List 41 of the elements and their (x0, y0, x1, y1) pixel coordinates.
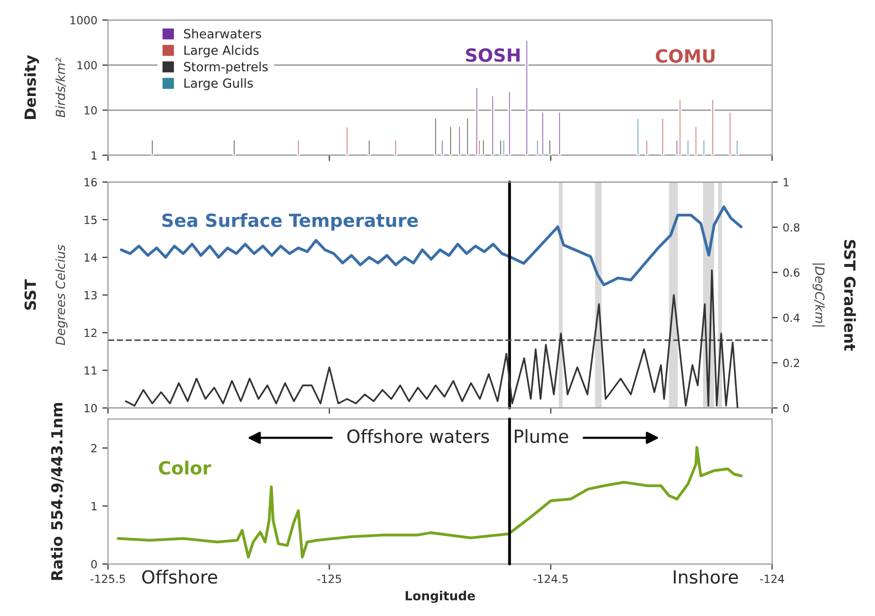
annotation: SOSH (466, 48, 520, 62)
y2-tick-label: 0.8 (783, 223, 800, 232)
annotation: Offshore waters (347, 429, 489, 444)
x-tick-label: -125 (317, 574, 341, 584)
y-tick-label: 14 (84, 253, 97, 262)
y-tick-label: 15 (84, 216, 97, 224)
y-tick-label: 100 (78, 61, 97, 70)
y-tick-label: 11 (84, 366, 97, 375)
legend-label: Shearwaters (184, 28, 262, 38)
y-tick-label: 0 (91, 560, 97, 568)
y-tick-label: 2 (91, 444, 96, 452)
series-label: Sea Surface Temperature (162, 213, 418, 231)
y-axis-title: Ratio 554.9/443.1nm (50, 402, 64, 580)
y2-tick-label: 0.2 (783, 358, 800, 368)
legend-label: Large Gulls (184, 78, 253, 90)
y-tick-label: 13 (84, 290, 97, 300)
y2-tick-label: 0 (783, 404, 789, 412)
y-tick-label: 1 (92, 502, 97, 510)
y-axis-title: Density Birds/km² (24, 55, 66, 119)
text: Offshore (142, 570, 218, 584)
y-tick-label: 1000 (70, 16, 97, 24)
y-tick-label: 12 (84, 328, 96, 337)
x-tick-label: -124 (760, 574, 784, 583)
y2-tick-label: 0.4 (783, 314, 800, 322)
text: Color (158, 460, 212, 475)
text: SST Degrees Celcius (24, 244, 68, 346)
annotation: Plume (514, 429, 568, 444)
legend-label: Storm-petrels (184, 62, 268, 74)
legend-label: Large Alcids (184, 45, 259, 58)
annotation: COMU (656, 49, 715, 63)
x-tick-label: -124.5 (533, 574, 568, 584)
text: SST Gradient |DegC/km| (812, 240, 856, 351)
y-tick-label: 10 (84, 404, 97, 412)
y-tick-label: 1 (92, 151, 97, 160)
y2-tick-label: 0.6 (783, 268, 800, 277)
x-tick-label: -125.5 (90, 574, 125, 584)
x-axis-title: Longitude (406, 590, 475, 603)
y-tick-label: 16 (84, 178, 97, 186)
text: Inshore (674, 570, 738, 584)
y-tick-label: 10 (84, 106, 97, 115)
y2-tick-label: 1 (784, 178, 789, 186)
